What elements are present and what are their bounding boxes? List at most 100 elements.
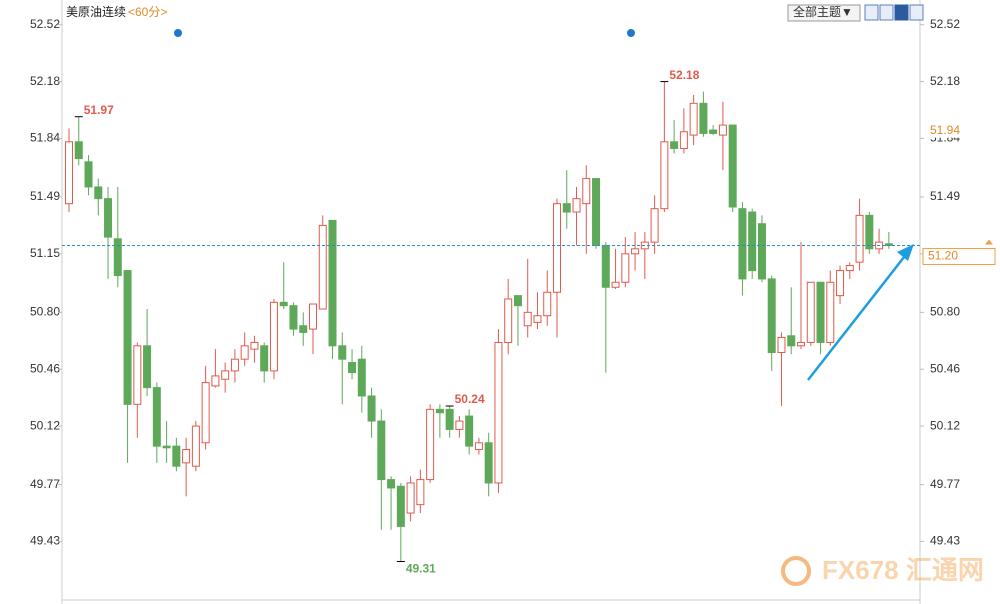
candle-body <box>709 129 718 134</box>
extreme-label: 50.24 <box>455 392 485 406</box>
candle-body <box>230 358 239 372</box>
candle-body <box>143 345 152 389</box>
menu-label[interactable]: 全部主题▼ <box>793 4 853 19</box>
candle-body <box>650 208 659 243</box>
last-price-box <box>922 247 996 265</box>
candle-body <box>279 301 288 307</box>
candle-body <box>191 425 200 467</box>
candle-body <box>318 224 327 310</box>
event-dot[interactable] <box>174 29 182 37</box>
candle-body <box>767 278 776 353</box>
y-tick-label: 52.18 <box>30 74 60 88</box>
candle-body <box>611 281 620 288</box>
y-tick-label-right: 50.46 <box>930 361 960 375</box>
candle-body <box>738 208 747 280</box>
price-mark-label: 51.94 <box>930 123 960 137</box>
y-tick-label: 51.84 <box>30 131 60 145</box>
candle-body <box>250 341 259 350</box>
chart-title: 美原油连续 <box>66 4 126 19</box>
candle-body <box>855 214 864 263</box>
candle-body <box>74 141 83 160</box>
arrow-line <box>807 251 909 381</box>
candle-body <box>269 301 278 372</box>
candle-body <box>240 345 249 360</box>
y-tick-label-right: 49.43 <box>930 534 960 548</box>
candle-body <box>328 219 337 347</box>
candle-body <box>816 281 825 343</box>
candle-body <box>826 281 835 343</box>
candle-body <box>94 186 103 200</box>
candle-body <box>104 198 113 238</box>
candle-body <box>123 270 132 405</box>
extreme-label: 52.18 <box>669 68 699 82</box>
candle-body <box>309 303 317 330</box>
y-tick-label-right: 52.52 <box>930 17 960 31</box>
candle-body <box>494 341 503 484</box>
y-tick-label: 51.49 <box>30 189 60 203</box>
candle-body <box>396 485 405 527</box>
candle-body <box>845 265 854 272</box>
candle-body <box>631 248 640 255</box>
candle-body <box>484 442 493 484</box>
y-tick-label-right: 50.12 <box>930 418 960 432</box>
extreme-label: 51.97 <box>84 103 114 117</box>
candle-body <box>728 124 737 208</box>
candle-body <box>221 370 230 380</box>
candle-body <box>836 270 845 297</box>
watermark: FX678 汇通网 <box>822 555 984 585</box>
candle-body <box>455 420 464 430</box>
candle-body <box>211 375 220 387</box>
candle-body <box>689 102 698 136</box>
candle-body <box>797 341 805 347</box>
candle-body <box>133 345 142 405</box>
tool-icon[interactable] <box>909 4 924 21</box>
y-tick-label-right: 51.49 <box>930 189 960 203</box>
candle-body <box>601 244 610 288</box>
candle-body <box>289 305 298 330</box>
candle-body <box>865 214 874 250</box>
candle-body <box>84 161 93 188</box>
y-tick-label: 50.12 <box>30 418 60 432</box>
candle-body <box>699 102 708 134</box>
arrow-head <box>897 244 914 261</box>
candle-body <box>777 336 786 353</box>
candle-body <box>201 382 210 444</box>
candle-body <box>562 203 571 213</box>
candle-body <box>152 387 161 447</box>
candle-body <box>65 141 73 205</box>
logo <box>781 556 811 586</box>
candle-body <box>543 291 552 317</box>
candle-body <box>260 345 269 372</box>
tool-icon[interactable] <box>864 4 879 21</box>
extreme-label: 49.31 <box>406 562 436 576</box>
last-price-marker <box>985 239 993 245</box>
candle-body <box>660 141 669 210</box>
candle-body <box>679 131 688 149</box>
candle-body <box>377 420 386 481</box>
candle-body <box>367 395 376 422</box>
tool-icon[interactable] <box>894 4 909 21</box>
candle-body <box>162 445 171 449</box>
candle-body <box>445 408 454 430</box>
menu-button[interactable] <box>787 4 861 22</box>
event-dot[interactable] <box>627 29 635 37</box>
y-tick-label: 51.15 <box>30 246 60 260</box>
chart-subtitle: <60分> <box>128 5 167 19</box>
candle-body <box>357 358 366 397</box>
candle-body <box>572 198 581 213</box>
candle-body <box>553 203 561 293</box>
candle-body <box>748 211 757 272</box>
candle-body <box>406 482 415 514</box>
candle-body <box>621 253 630 283</box>
y-tick-label: 49.77 <box>30 477 60 491</box>
candle-body <box>113 238 122 277</box>
y-tick-label: 50.80 <box>30 305 60 319</box>
last-price-label: 51.20 <box>928 249 958 263</box>
candle-body <box>787 335 796 347</box>
candle-body <box>718 124 727 136</box>
tool-icon[interactable] <box>879 4 894 21</box>
candle-body <box>513 295 522 307</box>
candle-body <box>582 178 591 205</box>
price-mark-box <box>924 123 994 138</box>
